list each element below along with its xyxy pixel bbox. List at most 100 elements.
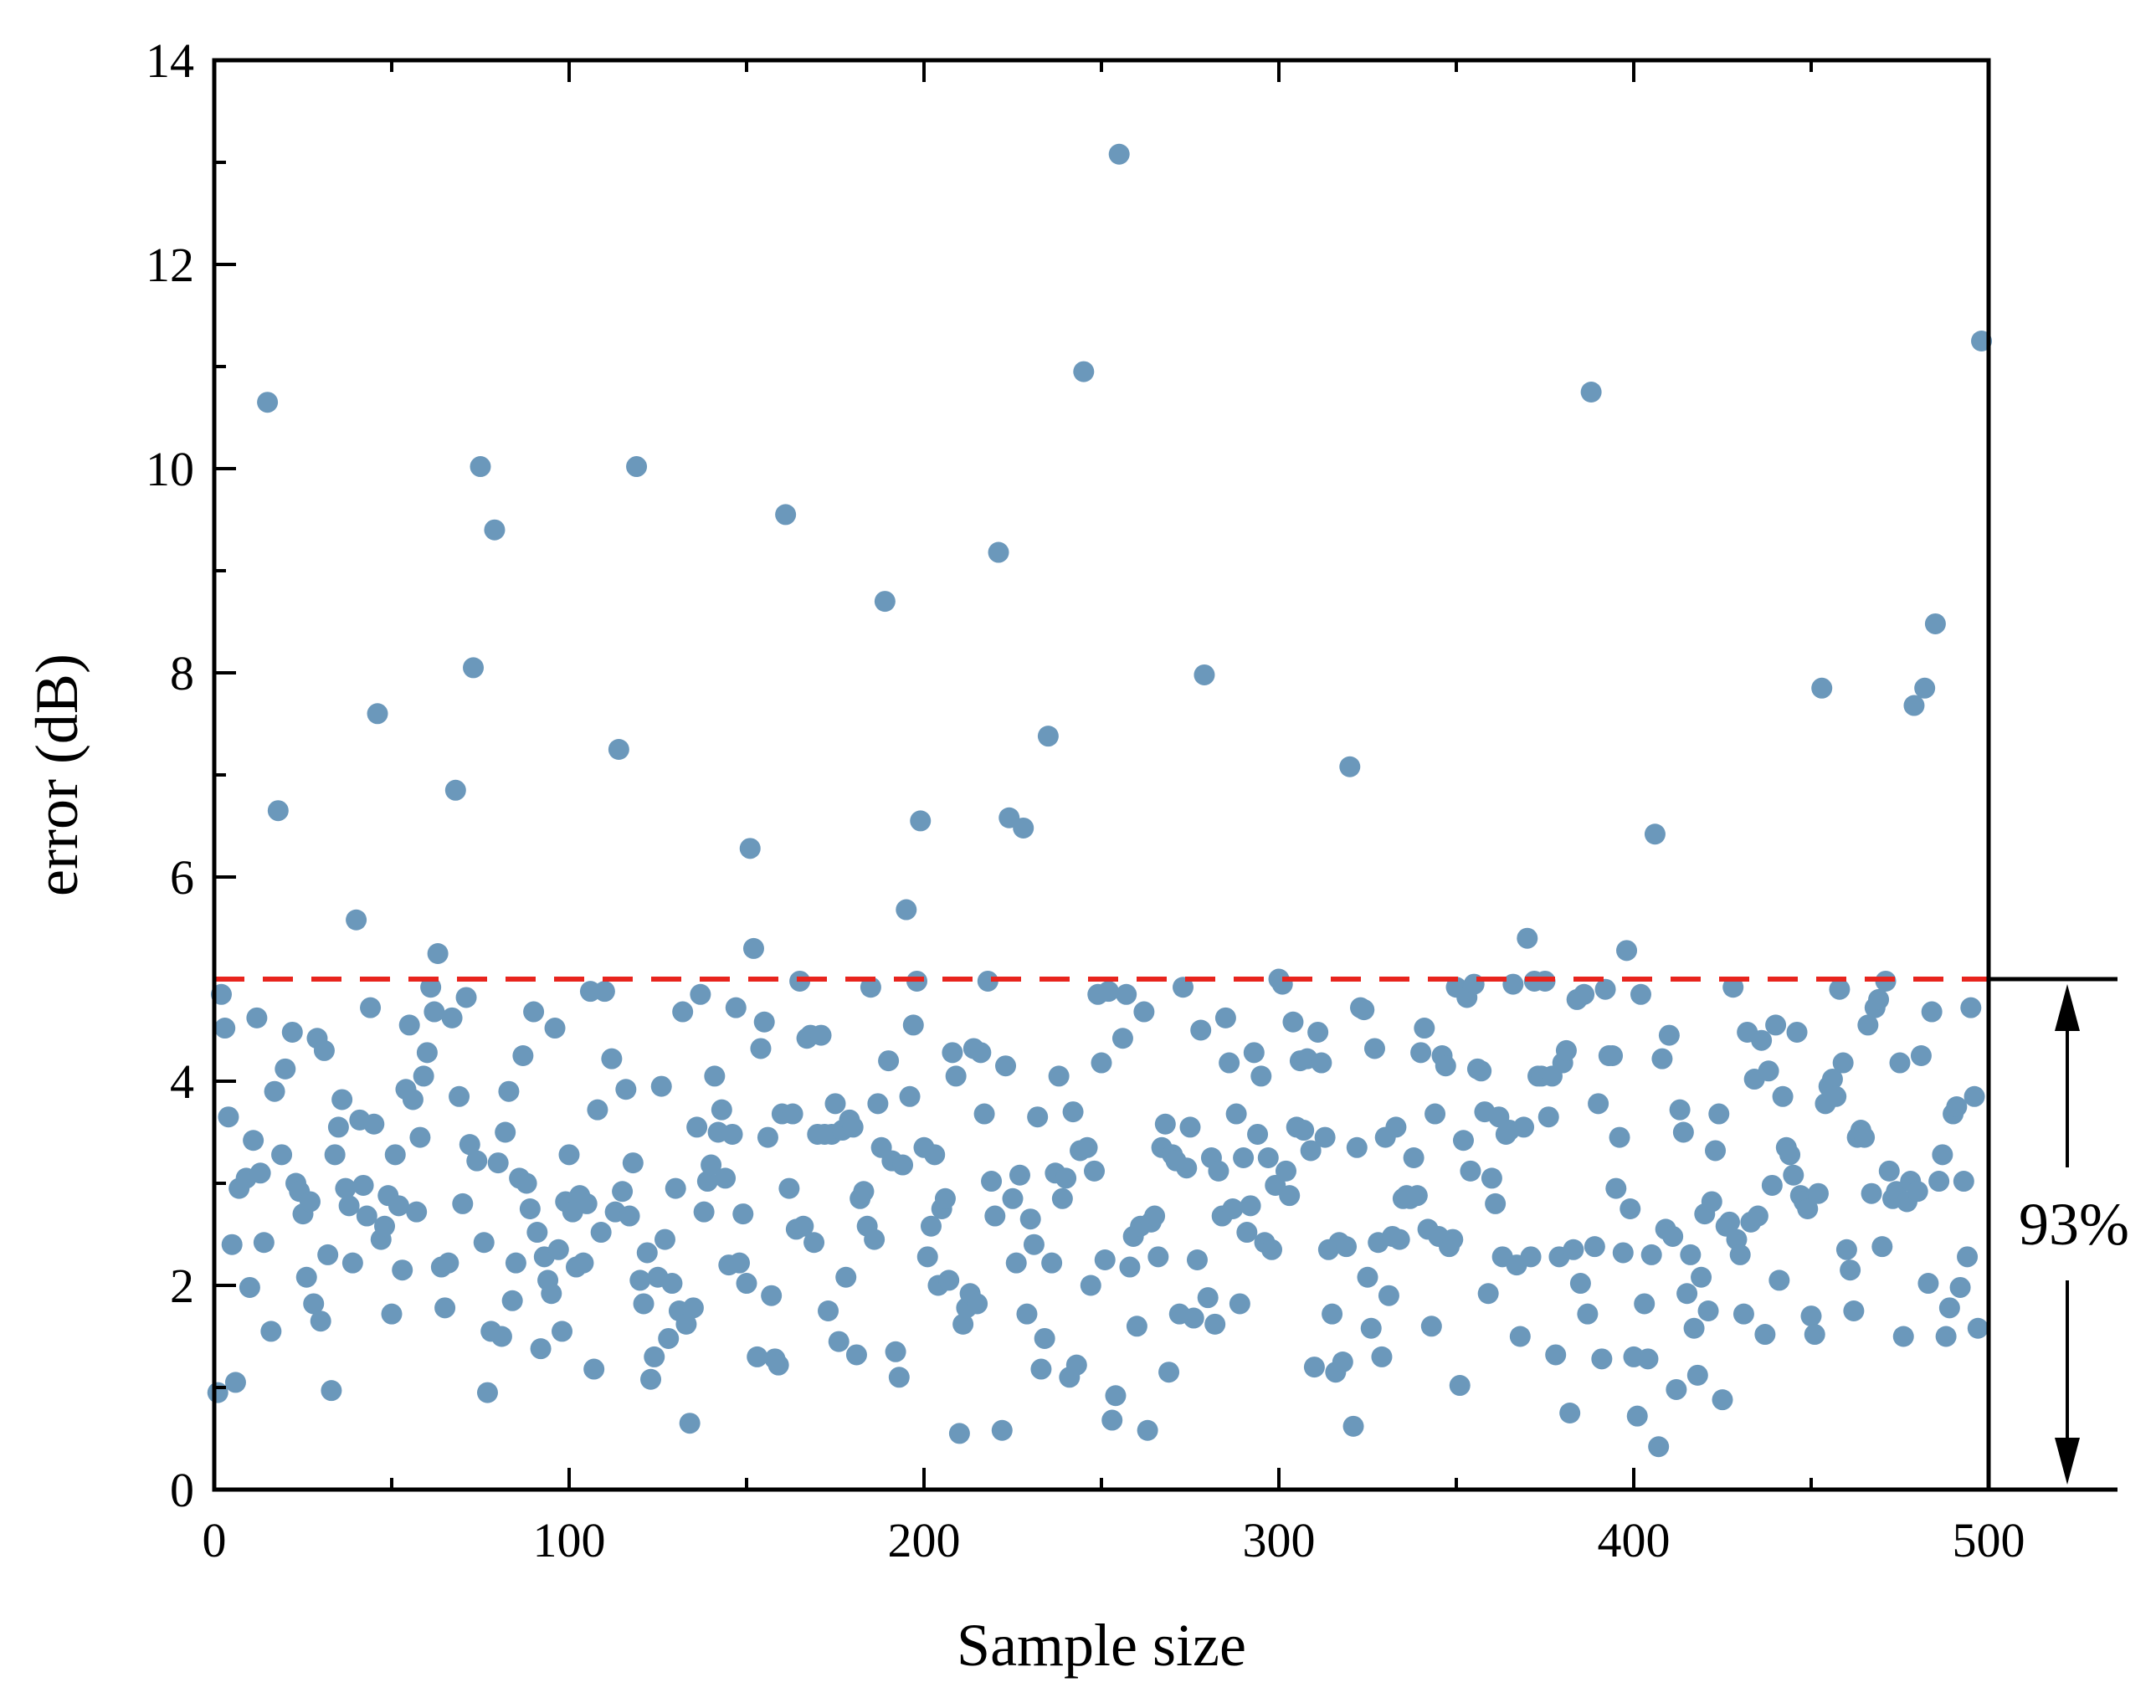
data-point <box>1034 1327 1055 1349</box>
data-point <box>253 1232 275 1254</box>
data-point <box>1669 1099 1691 1121</box>
data-point <box>864 1228 886 1250</box>
data-point <box>1620 1198 1641 1219</box>
data-point <box>650 1075 672 1097</box>
data-point <box>434 1297 456 1319</box>
data-point <box>991 1419 1013 1441</box>
y-tick-label: 10 <box>146 442 194 496</box>
data-point <box>1691 1266 1712 1288</box>
data-point <box>1804 1324 1825 1346</box>
data-point <box>1644 823 1666 845</box>
data-point <box>1559 1403 1581 1423</box>
data-point <box>1332 1352 1353 1372</box>
data-point <box>739 838 761 859</box>
data-point <box>1339 756 1361 777</box>
data-point <box>1683 1317 1705 1339</box>
data-point <box>967 1293 988 1315</box>
data-point <box>835 1266 857 1288</box>
data-point <box>750 1038 772 1059</box>
data-point <box>338 1195 360 1217</box>
y-tick-label: 2 <box>170 1259 194 1313</box>
data-point <box>530 1338 552 1360</box>
data-point <box>1949 1276 1971 1298</box>
data-point <box>593 981 615 1003</box>
data-point <box>1186 1249 1208 1270</box>
data-point <box>1225 1103 1247 1125</box>
data-point <box>1229 1293 1250 1315</box>
data-point <box>896 899 917 921</box>
data-point <box>1871 1236 1893 1258</box>
data-point <box>463 657 485 679</box>
data-point <box>1214 1007 1236 1028</box>
data-point <box>1173 977 1194 998</box>
data-point <box>544 1018 566 1039</box>
data-point <box>1041 1252 1063 1274</box>
data-point <box>512 1045 534 1066</box>
data-point <box>221 1234 243 1255</box>
annotation-label: 93% <box>2019 1191 2129 1258</box>
data-point <box>1829 978 1851 1000</box>
data-point <box>1569 1273 1591 1295</box>
data-point <box>352 1174 374 1196</box>
data-point <box>1957 1246 1979 1268</box>
data-point <box>1658 1024 1680 1046</box>
data-point <box>874 591 896 613</box>
data-point <box>1342 1415 1364 1437</box>
data-point <box>281 1021 303 1043</box>
data-point <box>1353 999 1375 1021</box>
data-point <box>1084 1160 1106 1182</box>
data-point <box>374 1215 396 1237</box>
x-tick-label: 300 <box>1243 1513 1316 1567</box>
data-point <box>938 1269 960 1291</box>
data-point <box>1520 1246 1542 1268</box>
data-point <box>1257 1147 1279 1168</box>
data-point <box>271 1144 293 1166</box>
data-point <box>1013 817 1034 839</box>
data-point <box>1718 1211 1740 1233</box>
data-point <box>715 1167 737 1189</box>
data-point <box>438 1252 459 1274</box>
data-point <box>984 1205 1006 1227</box>
data-point <box>1563 1239 1584 1260</box>
data-point <box>1666 1378 1687 1400</box>
data-point <box>459 1134 480 1156</box>
data-point <box>1591 1348 1613 1370</box>
data-point <box>1935 1326 1957 1347</box>
data-point <box>1953 1171 1974 1193</box>
data-point <box>853 1181 875 1203</box>
data-point <box>1435 1055 1456 1077</box>
data-point <box>1672 1121 1694 1143</box>
data-point <box>1840 1259 1861 1281</box>
data-point <box>1662 1225 1684 1247</box>
data-point <box>878 1050 900 1072</box>
data-point <box>1800 1305 1822 1327</box>
data-point <box>1821 1069 1843 1090</box>
data-point <box>1410 1042 1432 1064</box>
data-point <box>892 1154 914 1176</box>
data-point <box>1509 1326 1531 1347</box>
data-point <box>1062 1101 1084 1123</box>
data-point <box>384 1144 406 1166</box>
data-point <box>920 1215 942 1237</box>
data-point <box>1016 1303 1038 1325</box>
data-point <box>1832 1052 1854 1074</box>
data-point <box>803 1232 825 1254</box>
y-tick-label: 8 <box>170 646 194 700</box>
x-axis-title: Sample size <box>957 1612 1246 1679</box>
data-point <box>1932 1144 1953 1166</box>
data-point <box>1783 1164 1804 1186</box>
data-point <box>519 1198 541 1219</box>
data-point <box>1108 143 1130 165</box>
data-point <box>444 779 466 801</box>
data-point <box>275 1058 296 1080</box>
data-point <box>1708 1103 1730 1125</box>
data-point <box>690 983 711 1005</box>
data-point <box>704 1065 726 1087</box>
data-point <box>1946 1096 1968 1117</box>
data-point <box>409 1126 431 1148</box>
data-point <box>207 1382 228 1403</box>
data-point <box>505 1252 526 1274</box>
data-point <box>1921 1001 1943 1023</box>
data-point <box>1481 1167 1502 1189</box>
data-point <box>490 1326 512 1347</box>
